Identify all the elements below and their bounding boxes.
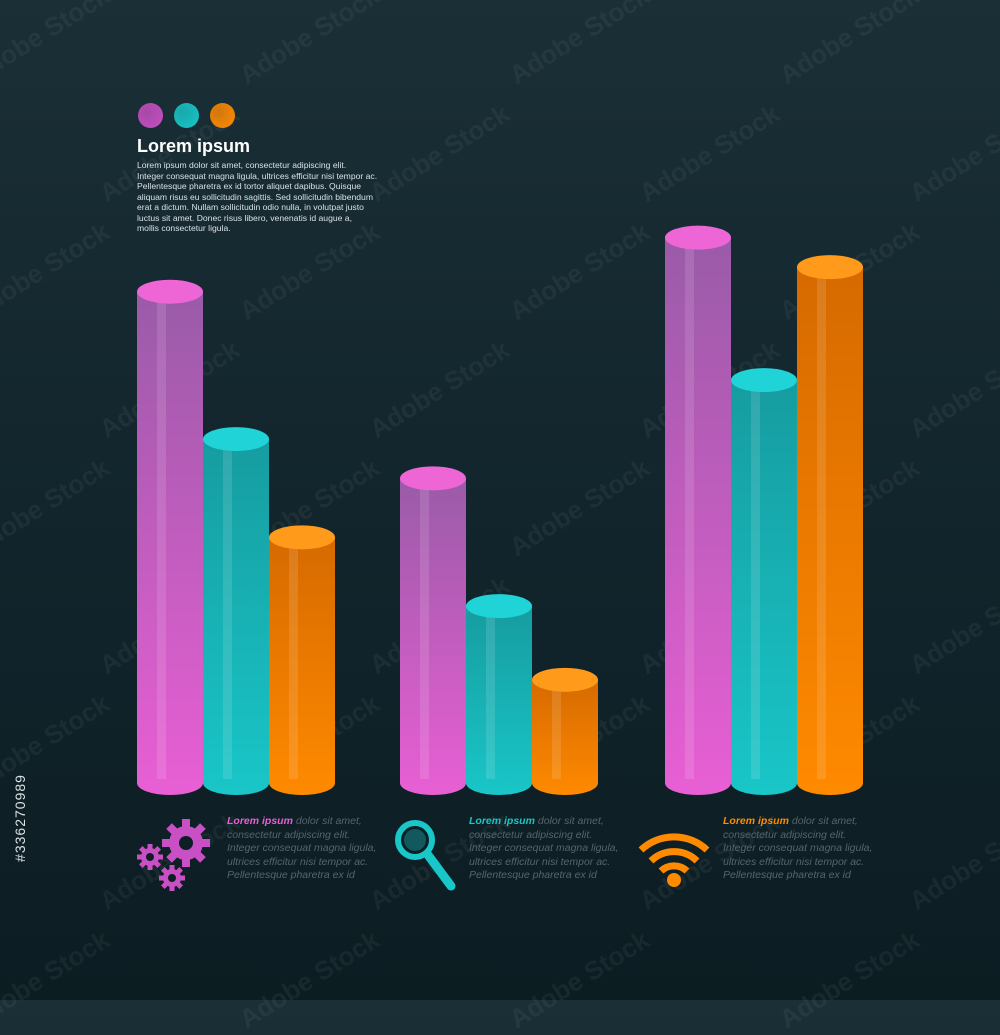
dot-magenta: [138, 103, 163, 128]
caption-lead: Lorem ipsum: [469, 815, 535, 827]
intro-line: luctus sit amet. Donec risus libero, ven…: [137, 212, 352, 223]
bar-g1-s2: [203, 427, 269, 795]
intro-line: mollis consectetur ligula.: [137, 223, 231, 233]
stock-id-label: #336270989: [10, 760, 30, 880]
infographic-title: Lorem ipsum: [137, 136, 251, 156]
bar-g2-s2: [466, 594, 532, 795]
caption-body: dolor sit amet, consectetur adipiscing e…: [227, 815, 377, 881]
magnifier-icon: [395, 820, 456, 891]
dot-cyan: [174, 103, 199, 128]
caption-body: dolor sit amet, consectetur adipiscing e…: [723, 815, 873, 881]
bar-g3-s1: [665, 225, 731, 796]
stock-id-text: #336270989: [12, 774, 28, 862]
caption-2: Lorem ipsum dolor sit amet, consectetur …: [469, 815, 619, 883]
caption-body: dolor sit amet, consectetur adipiscing e…: [469, 815, 619, 881]
bar-g2-s3: [532, 667, 598, 795]
bar-g3-s3: [797, 255, 863, 795]
wifi-icon: [638, 833, 710, 887]
header-dots: [138, 103, 235, 128]
gears-icon: [137, 819, 210, 891]
bar-g3-s2: [731, 368, 797, 795]
intro-text: Lorem ipsum dolor sit amet, consectetur …: [137, 160, 392, 234]
caption-1: Lorem ipsum dolor sit amet, consectetur …: [227, 815, 377, 883]
intro-line: aliquam risus eu sollicitudin sagittis. …: [137, 191, 373, 202]
intro-line: Lorem ipsum dolor sit amet, consectetur …: [137, 160, 347, 170]
bar-g1-s1: [137, 279, 203, 795]
caption-lead: Lorem ipsum: [723, 815, 789, 827]
intro-line: Integer consequat magna ligula, ultrices…: [137, 170, 378, 181]
dot-orange: [210, 103, 235, 128]
intro-line: Pellentesque pharetra ex id tortor aliqu…: [137, 181, 362, 191]
bar-g2-s1: [400, 466, 466, 795]
caption-3: Lorem ipsum dolor sit amet, consectetur …: [723, 815, 873, 883]
bar-g1-s3: [269, 525, 335, 795]
cylinder-bar-chart: [137, 225, 863, 796]
caption-lead: Lorem ipsum: [227, 815, 293, 827]
intro-line: erat a dictum. Nullam sollicitudin odio …: [137, 202, 364, 212]
